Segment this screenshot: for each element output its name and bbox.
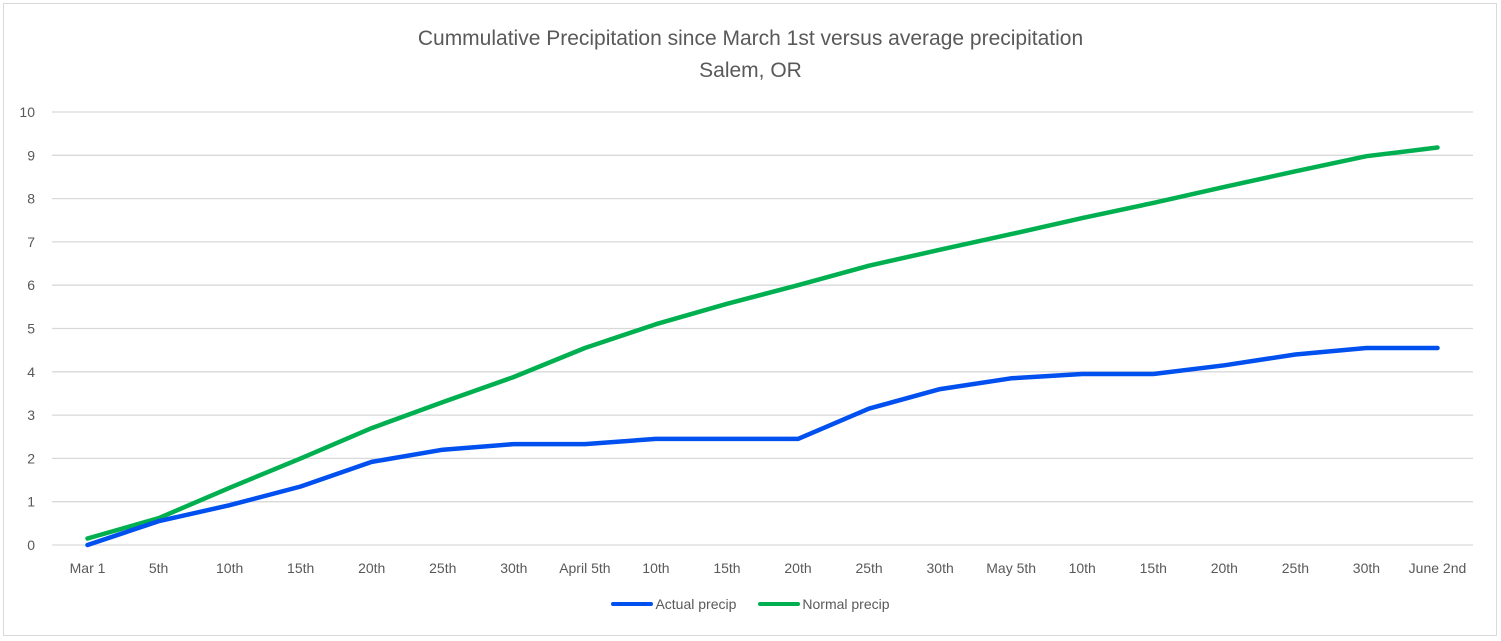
chart-subtitle: Salem, OR xyxy=(699,59,802,82)
y-tick-label: 8 xyxy=(27,191,35,207)
gridlines xyxy=(52,111,1473,546)
legend-item-normal: Normal precip xyxy=(758,596,890,612)
x-tick-label: May 5th xyxy=(986,560,1036,576)
legend-swatch-normal xyxy=(758,602,801,606)
legend-swatch-actual xyxy=(611,602,654,606)
y-tick-label: 4 xyxy=(27,364,35,380)
y-tick-label: 9 xyxy=(27,147,35,163)
y-tick-label: 2 xyxy=(27,450,35,466)
y-tick-label: 7 xyxy=(27,234,35,250)
legend-label-actual: Actual precip xyxy=(655,596,737,612)
chart-frame xyxy=(3,3,1497,636)
x-tick-label: June 2nd xyxy=(1409,560,1467,576)
y-tick-label: 0 xyxy=(27,537,35,553)
x-tick-label: 25th xyxy=(429,560,456,576)
y-axis-ticks: 0 1 2 3 4 5 6 7 8 9 10 xyxy=(19,104,35,553)
y-tick-label: 10 xyxy=(19,104,35,120)
x-tick-label: 5th xyxy=(149,560,168,576)
x-tick-label: Mar 1 xyxy=(70,560,106,576)
x-tick-label: 20th xyxy=(1211,560,1238,576)
series-line-normal-precip xyxy=(85,145,1440,541)
x-tick-label: 10th xyxy=(642,560,669,576)
x-axis-ticks: Mar 1 5th 10th 15th 20th 25th 30th April 5th 10t… xyxy=(70,560,1467,576)
legend-item-actual: Actual precip xyxy=(611,596,736,612)
x-tick-label: 30th xyxy=(927,560,954,576)
chart-title: Cummulative Precipitation since March 1s… xyxy=(417,27,1084,50)
x-tick-label: 15th xyxy=(713,560,740,576)
x-tick-label: 25th xyxy=(855,560,882,576)
y-tick-label: 5 xyxy=(27,321,35,337)
x-tick-label: 10th xyxy=(1069,560,1096,576)
series-line-actual-precip xyxy=(85,345,1440,548)
series-lines xyxy=(85,145,1440,548)
x-tick-label: 15th xyxy=(1140,560,1167,576)
legend-label-normal: Normal precip xyxy=(802,596,890,612)
x-tick-label: 15th xyxy=(287,560,314,576)
y-tick-label: 6 xyxy=(27,277,35,293)
x-tick-label: April 5th xyxy=(559,560,610,576)
x-tick-label: 25th xyxy=(1282,560,1309,576)
legend: Actual precip Normal precip xyxy=(0,596,1501,612)
x-tick-label: 30th xyxy=(500,560,527,576)
x-tick-label: 20th xyxy=(784,560,811,576)
y-tick-label: 1 xyxy=(27,494,35,510)
x-tick-label: 10th xyxy=(216,560,243,576)
x-tick-label: 30th xyxy=(1353,560,1380,576)
y-tick-label: 3 xyxy=(27,407,35,423)
x-tick-label: 20th xyxy=(358,560,385,576)
